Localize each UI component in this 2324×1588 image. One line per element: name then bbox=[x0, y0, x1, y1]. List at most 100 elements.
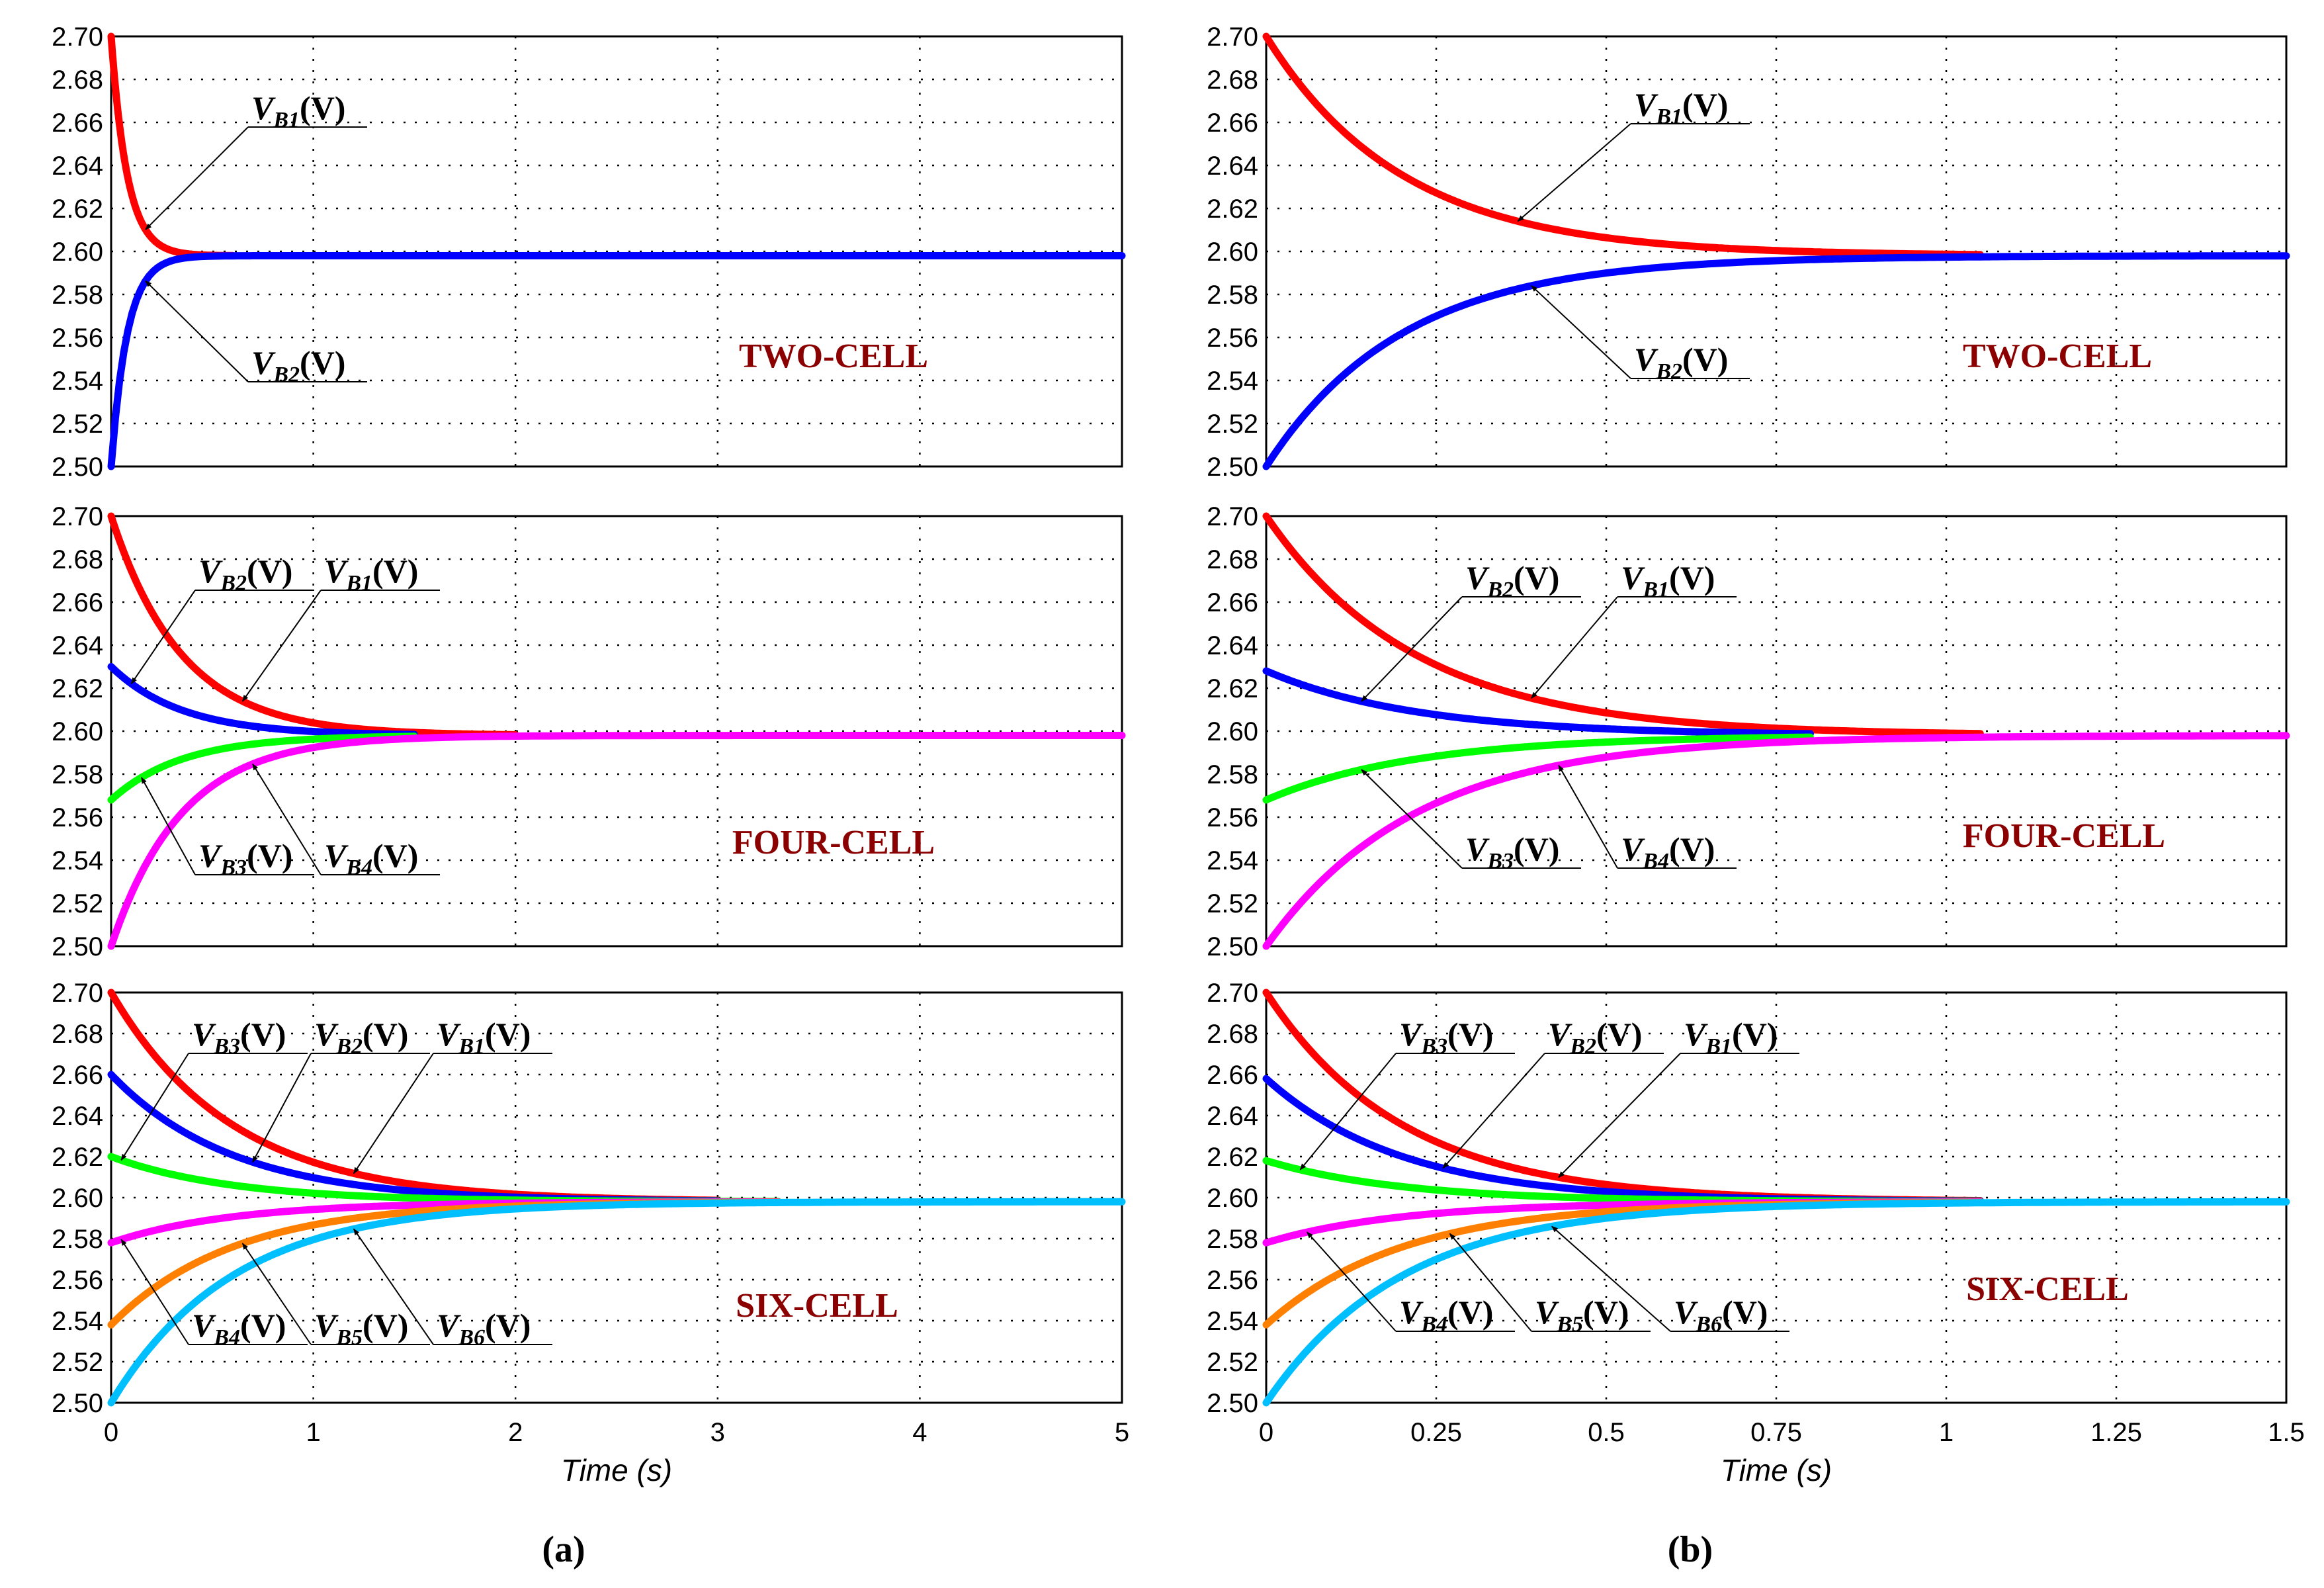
x-tick-label: 5 bbox=[1115, 1418, 1129, 1447]
y-tick-label: 2.56 bbox=[1207, 1266, 1258, 1295]
x-tick-label: 0.5 bbox=[1588, 1418, 1625, 1447]
y-tick-label: 2.54 bbox=[1207, 846, 1258, 875]
y-tick-label: 2.68 bbox=[52, 545, 103, 574]
annotation-arrow bbox=[1531, 285, 1631, 379]
subplot-title: FOUR-CELL bbox=[1963, 817, 2165, 855]
series-line-v-b6 bbox=[107, 1198, 1126, 1407]
annotation-v-b5: VB5(V) bbox=[241, 1243, 430, 1350]
series-line-v-b3 bbox=[107, 732, 418, 804]
annotation-label: VB3(V) bbox=[1399, 1016, 1493, 1059]
annotation-v-b2: VB2(V) bbox=[252, 1016, 430, 1163]
y-tick-label: 2.52 bbox=[52, 1348, 103, 1377]
y-tick-label: 2.52 bbox=[52, 889, 103, 918]
annotation-label: VB4(V) bbox=[1399, 1294, 1493, 1337]
plots-layer: 2.50 2.52 2.54 2.56 2.58 2.60 2.62 2.64 2.66 2.68… bbox=[52, 22, 2305, 1570]
annotation-v-b3: VB3(V) bbox=[140, 777, 314, 880]
annotation-label: VB1(V) bbox=[251, 89, 345, 132]
annotation-arrow bbox=[241, 590, 322, 702]
annotation-arrow bbox=[353, 1228, 434, 1345]
annotation-label: VB2(V) bbox=[251, 344, 345, 387]
y-tick-label: 2.66 bbox=[1207, 588, 1258, 617]
subplot-a-1: 2.50 2.52 2.54 2.56 2.58 2.60 2.62 2.64 2.66 2.68… bbox=[52, 22, 1126, 482]
annotation-v-b2: VB2(V) bbox=[1531, 285, 1750, 384]
annotation-arrow bbox=[1361, 769, 1463, 869]
y-tick-label: 2.50 bbox=[52, 453, 103, 482]
annotation-v-b1: VB1(V) bbox=[1558, 1016, 1799, 1178]
y-tick-label: 2.52 bbox=[1207, 1348, 1258, 1377]
y-tick-label: 2.64 bbox=[52, 1102, 103, 1131]
annotation-arrow bbox=[1442, 1053, 1545, 1169]
y-tick-label: 2.50 bbox=[1207, 453, 1258, 482]
y-tick-label: 2.66 bbox=[52, 109, 103, 138]
subplot-title: TWO-CELL bbox=[739, 337, 928, 375]
annotation-arrow bbox=[1361, 596, 1463, 702]
y-tick-label: 2.60 bbox=[1207, 238, 1258, 267]
y-tick-label: 2.64 bbox=[52, 152, 103, 181]
x-tick-label: 3 bbox=[710, 1418, 725, 1447]
series-line-v-b2 bbox=[107, 663, 418, 738]
annotation-label: VB3(V) bbox=[192, 1016, 286, 1059]
x-axis-label: Time (s) bbox=[1721, 1453, 1832, 1487]
subplot-title: SIX-CELL bbox=[1966, 1270, 2129, 1308]
series-line-v-b2 bbox=[1262, 252, 2290, 470]
panel-label: (b) bbox=[1668, 1529, 1713, 1570]
annotation-arrow bbox=[1306, 1231, 1397, 1332]
subplot-title: FOUR-CELL bbox=[732, 824, 935, 861]
annotation-label: VB3(V) bbox=[1465, 830, 1559, 873]
x-tick-label: 1.5 bbox=[2268, 1418, 2305, 1447]
y-tick-label: 2.70 bbox=[52, 979, 103, 1008]
annotation-v-b1: VB1(V) bbox=[353, 1016, 552, 1174]
y-tick-label: 2.58 bbox=[52, 760, 103, 789]
y-tick-label: 2.58 bbox=[1207, 281, 1258, 310]
subplot-title: SIX-CELL bbox=[736, 1287, 898, 1325]
y-tick-label: 2.54 bbox=[52, 367, 103, 396]
y-tick-label: 2.68 bbox=[52, 66, 103, 95]
y-tick-label: 2.50 bbox=[52, 1389, 103, 1418]
annotation-label: VB2(V) bbox=[1465, 559, 1559, 602]
y-tick-label: 2.64 bbox=[1207, 152, 1258, 181]
y-tick-label: 2.52 bbox=[1207, 410, 1258, 439]
annotation-v-b2: VB2(V) bbox=[1361, 559, 1581, 702]
annotation-arrow bbox=[252, 763, 322, 875]
x-tick-label: 1 bbox=[306, 1418, 320, 1447]
series-line-v-b4 bbox=[107, 732, 1126, 950]
annotation-arrow bbox=[120, 1239, 189, 1345]
annotation-label: VB4(V) bbox=[1621, 830, 1715, 873]
annotation-label: VB1(V) bbox=[1634, 86, 1728, 129]
annotation-arrow bbox=[1558, 1053, 1681, 1178]
y-tick-label: 2.62 bbox=[52, 674, 103, 703]
y-tick-label: 2.66 bbox=[52, 1061, 103, 1090]
annotation-v-b3: VB3(V) bbox=[1299, 1016, 1515, 1170]
y-tick-label: 2.50 bbox=[1207, 932, 1258, 961]
series-line-v-b2 bbox=[1262, 667, 1814, 738]
y-tick-label: 2.66 bbox=[52, 588, 103, 617]
y-tick-label: 2.50 bbox=[1207, 1389, 1258, 1418]
annotation-label: VB3(V) bbox=[198, 837, 292, 880]
annotation-v-b2: VB2(V) bbox=[145, 280, 367, 387]
x-tick-label: 0.25 bbox=[1410, 1418, 1462, 1447]
panel-b: 2.50 2.52 2.54 2.56 2.58 2.60 2.62 2.64 2.66 2.68… bbox=[1207, 22, 2305, 1570]
y-tick-label: 2.58 bbox=[1207, 760, 1258, 789]
y-tick-label: 2.62 bbox=[1207, 195, 1258, 224]
y-tick-label: 2.68 bbox=[1207, 1020, 1258, 1049]
y-tick-label: 2.58 bbox=[52, 281, 103, 310]
annotation-v-b3: VB3(V) bbox=[1361, 769, 1581, 873]
annotation-arrow bbox=[1517, 123, 1631, 222]
annotation-v-b4: VB4(V) bbox=[1558, 764, 1737, 873]
annotation-arrow bbox=[145, 126, 249, 230]
y-tick-label: 2.70 bbox=[1207, 502, 1258, 531]
annotation-arrow bbox=[120, 1053, 189, 1161]
y-tick-label: 2.52 bbox=[1207, 889, 1258, 918]
annotation-arrow bbox=[252, 1053, 312, 1163]
y-tick-label: 2.60 bbox=[1207, 1184, 1258, 1213]
annotation-v-b6: VB6(V) bbox=[1551, 1225, 1789, 1337]
x-tick-label: 2 bbox=[508, 1418, 523, 1447]
annotation-arrow bbox=[241, 1243, 312, 1345]
y-tick-label: 2.66 bbox=[1207, 1061, 1258, 1090]
subplot-a-3: 2.50 2.52 2.54 2.56 2.58 2.60 2.62 2.64 2.66 2.68… bbox=[52, 979, 1129, 1487]
annotation-arrow bbox=[145, 280, 249, 382]
y-tick-label: 2.68 bbox=[1207, 66, 1258, 95]
subplot-b-1: 2.50 2.52 2.54 2.56 2.58 2.60 2.62 2.64 2.66 2.68… bbox=[1207, 22, 2290, 482]
series-line-v-b1 bbox=[1262, 512, 1984, 738]
